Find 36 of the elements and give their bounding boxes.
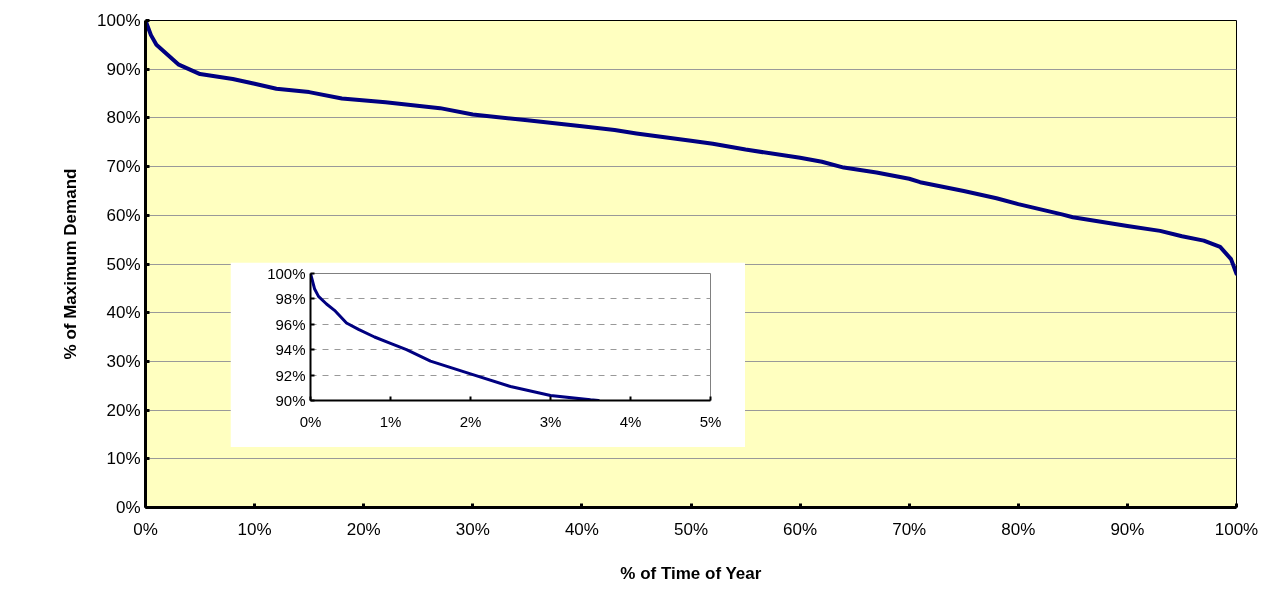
x-tick-label: 50% (673, 519, 709, 539)
y-tick-label: 96% (275, 315, 306, 333)
x-tick-label: 90% (1110, 519, 1145, 539)
y-tick-label: 10% (106, 449, 141, 469)
x-tick-label: 40% (564, 519, 599, 539)
y-tick-label: 40% (106, 303, 141, 323)
y-tick-label: 80% (106, 108, 141, 128)
y-tick-label: 100% (97, 11, 141, 30)
x-tick-label: 0% (299, 412, 322, 430)
y-tick-label: 92% (275, 366, 306, 384)
x-tick-label: 20% (346, 519, 381, 539)
x-tick-label: 1% (379, 412, 402, 430)
y-tick-label: 90% (275, 392, 306, 409)
x-tick-label: 10% (237, 519, 272, 539)
y-tick-label: 90% (106, 59, 141, 79)
x-tick-label: 3% (539, 412, 562, 430)
y-tick-label: 60% (106, 205, 141, 225)
x-tick-label: 100% (1214, 519, 1259, 539)
x-tick-label: 70% (892, 519, 927, 539)
y-tick-label: 0% (115, 498, 141, 517)
y-tick-label: 100% (267, 265, 306, 282)
x-tick-label: 80% (1001, 519, 1036, 539)
x-tick-label: 5% (699, 412, 722, 430)
y-tick-label: 94% (275, 341, 306, 359)
x-tick-label: 30% (455, 519, 490, 539)
y-tick-label: 50% (106, 254, 141, 274)
y-tick-label: 30% (106, 351, 141, 371)
y-axis-title: % of Maximum Demand (61, 168, 81, 360)
line-series (310, 273, 600, 401)
x-tick-label: 0% (133, 519, 158, 539)
y-tick-label: 98% (275, 290, 306, 308)
x-tick-label: 4% (619, 412, 642, 430)
x-tick-label: 2% (459, 412, 482, 430)
y-tick-label: 70% (106, 157, 141, 177)
x-axis-title: % of Time of Year (620, 563, 762, 583)
x-tick-label: 60% (783, 519, 818, 539)
